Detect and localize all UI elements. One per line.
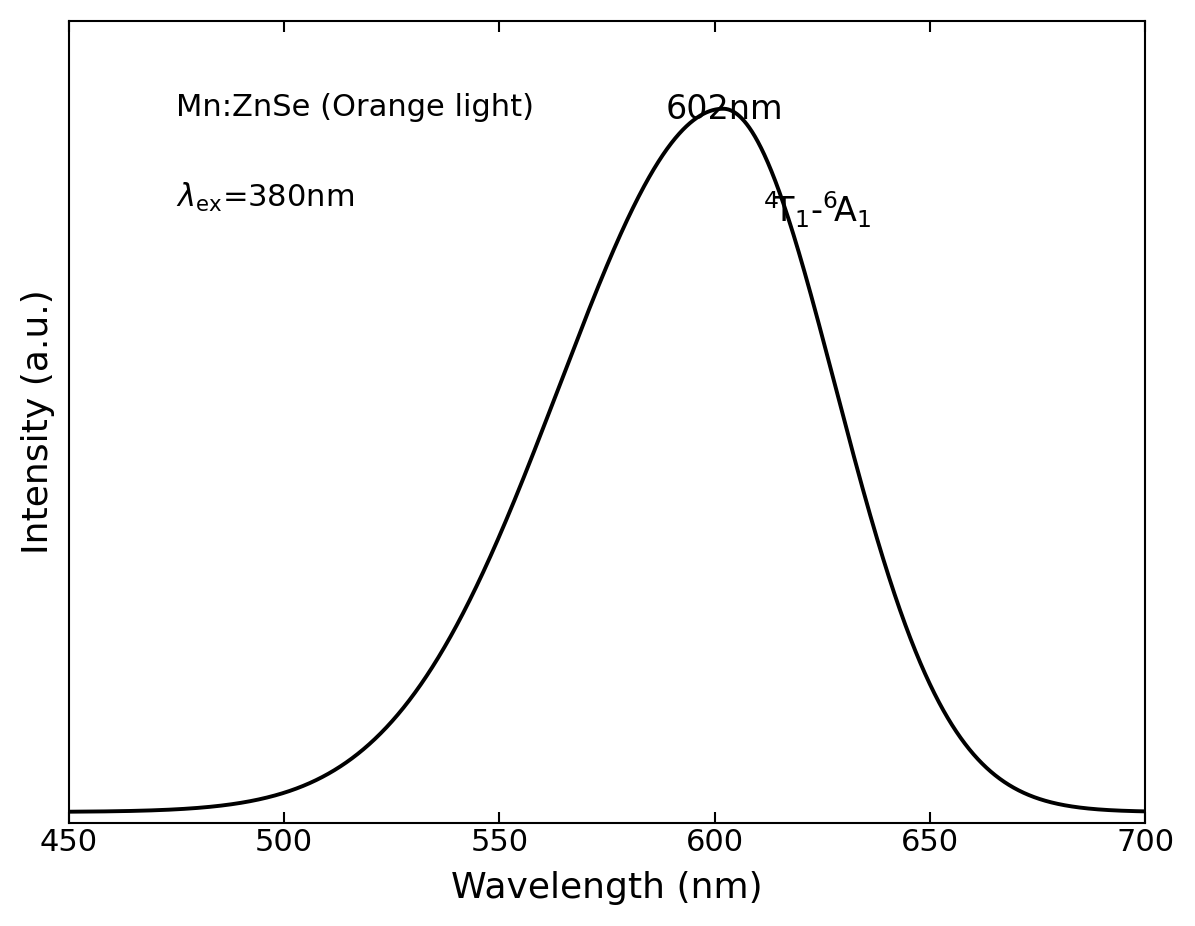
Text: 602nm: 602nm (666, 94, 784, 126)
Y-axis label: Intensity (a.u.): Intensity (a.u.) (20, 290, 55, 555)
Text: $\lambda_{\mathrm{ex}}$=380nm: $\lambda_{\mathrm{ex}}$=380nm (177, 181, 355, 215)
X-axis label: Wavelength (nm): Wavelength (nm) (451, 871, 762, 906)
Text: $^4\!$T$_1$-$^6\!$A$_1$: $^4\!$T$_1$-$^6\!$A$_1$ (762, 190, 871, 230)
Text: Mn:ZnSe (Orange light): Mn:ZnSe (Orange light) (177, 94, 534, 122)
